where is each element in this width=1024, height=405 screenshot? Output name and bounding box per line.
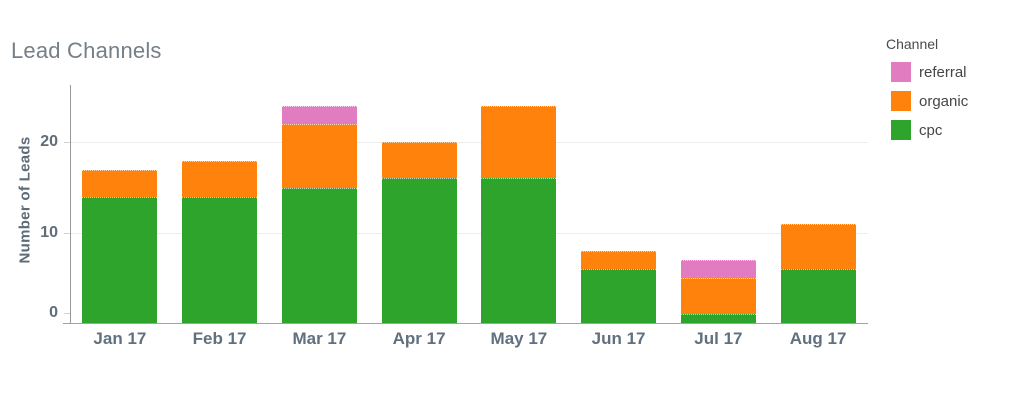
y-axis-line: [70, 85, 71, 324]
bar-apr-17: [381, 142, 457, 323]
bar-may-17: [481, 106, 557, 323]
legend-label-organic: organic: [919, 92, 969, 110]
bar-feb-17: [182, 160, 258, 324]
y-tick-label-10: 10: [40, 223, 58, 241]
legend-swatch-organic[interactable]: [891, 91, 911, 111]
bar-segment-cpc[interactable]: [182, 196, 258, 323]
bar-segment-organic[interactable]: [481, 106, 557, 179]
bar-jun-17: [581, 250, 657, 323]
bar-segment-cpc[interactable]: [82, 196, 158, 323]
bar-segment-cpc[interactable]: [780, 268, 856, 323]
legend: Channel referral organic cpc: [886, 36, 968, 149]
y-tick-label-0: 0: [49, 304, 58, 321]
legend-items: referral organic cpc: [886, 62, 968, 140]
legend-title: Channel: [886, 36, 939, 52]
bar-jan-17: [82, 169, 158, 324]
bar-aug-17: [780, 223, 856, 323]
bar-segment-organic[interactable]: [281, 124, 357, 188]
x-tick-label-feb-17: Feb 17: [192, 329, 247, 348]
bar-segment-cpc[interactable]: [481, 178, 557, 323]
legend-item-organic[interactable]: organic: [891, 91, 968, 111]
x-tick-label-apr-17: Apr 17: [392, 329, 446, 348]
x-tick-label-aug-17: Aug 17: [789, 329, 847, 348]
bar-segment-organic[interactable]: [680, 277, 756, 314]
bar-jul-17: [680, 259, 756, 323]
legend-label-referral: referral: [919, 63, 967, 81]
bar-mar-17: [281, 106, 357, 323]
bar-segment-organic[interactable]: [780, 223, 856, 269]
y-tick-20: [64, 142, 70, 144]
x-tick-label-mar-17: Mar 17: [292, 329, 347, 348]
legend-swatch-cpc[interactable]: [891, 120, 911, 140]
bar-segment-referral[interactable]: [680, 259, 756, 278]
gridline-10: [71, 232, 868, 234]
y-tick-label-20: 20: [40, 133, 58, 151]
bar-segment-cpc[interactable]: [381, 178, 457, 323]
bar-segment-referral[interactable]: [281, 106, 357, 125]
y-tick-0: [64, 313, 70, 314]
legend-swatch-referral[interactable]: [891, 62, 911, 82]
bar-segment-organic[interactable]: [581, 250, 657, 269]
legend-label-cpc: cpc: [919, 121, 943, 139]
gridline-20: [71, 142, 868, 144]
legend-item-referral[interactable]: referral: [891, 62, 968, 82]
legend-item-cpc[interactable]: cpc: [891, 120, 968, 140]
chart-title: Lead Channels: [11, 38, 162, 63]
x-tick-label-jul-17: Jul 17: [694, 329, 743, 348]
bar-segment-organic[interactable]: [82, 169, 158, 197]
bar-segment-cpc[interactable]: [581, 268, 657, 323]
x-axis-line: [63, 323, 868, 324]
x-tick-label-jun-17: Jun 17: [591, 329, 646, 348]
x-tick-label-may-17: May 17: [490, 329, 548, 348]
bar-segment-cpc[interactable]: [281, 187, 357, 323]
bar-segment-organic[interactable]: [381, 142, 457, 179]
bar-segment-cpc[interactable]: [680, 313, 756, 323]
x-tick-label-jan-17: Jan 17: [93, 329, 147, 348]
bar-segment-organic[interactable]: [182, 160, 258, 197]
y-tick-10: [64, 232, 70, 234]
